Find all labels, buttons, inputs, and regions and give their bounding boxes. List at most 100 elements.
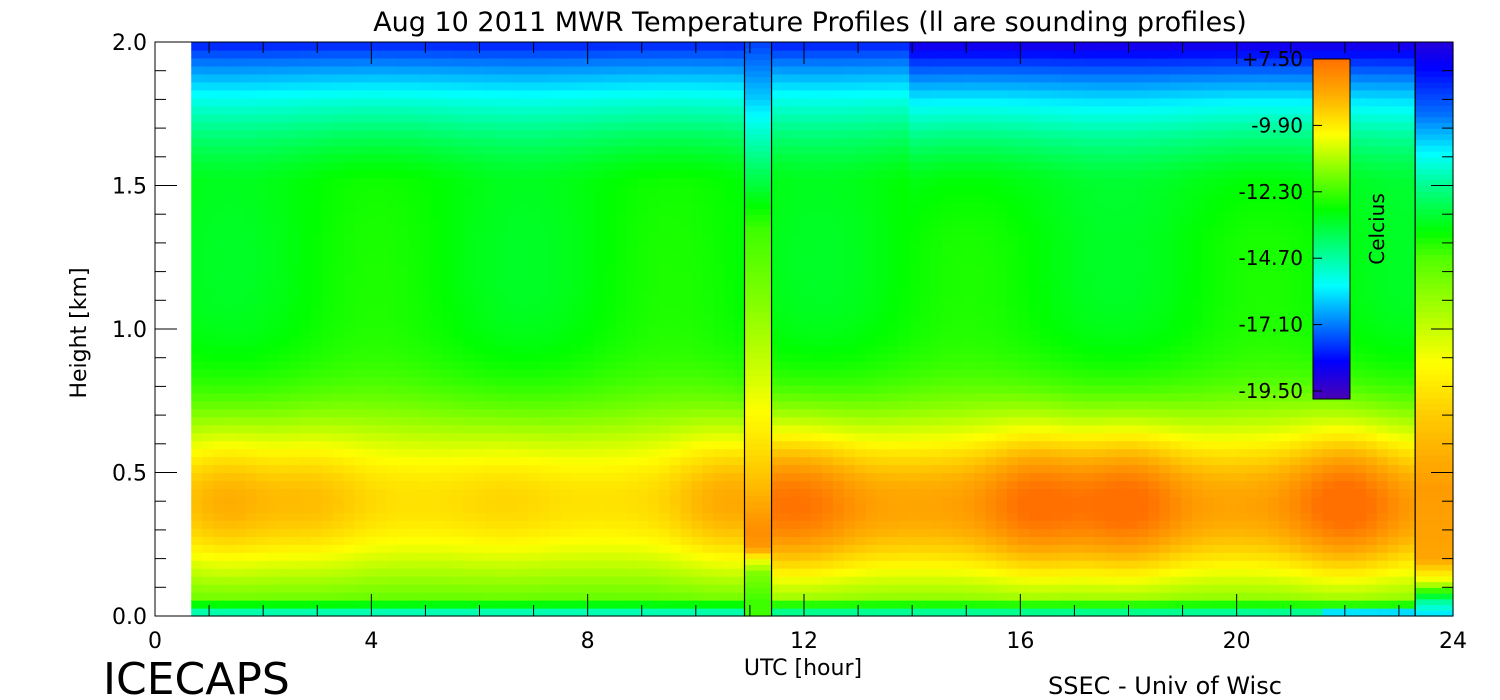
heatmap-cell <box>506 217 519 226</box>
heatmap-cell <box>626 145 638 155</box>
heatmap-cell <box>397 129 410 139</box>
heatmap-cell <box>506 201 519 211</box>
heatmap-cell <box>528 440 540 450</box>
heatmap-cell <box>920 536 932 545</box>
heatmap-cell <box>669 520 682 529</box>
heatmap-cell <box>854 321 867 330</box>
heatmap-cell <box>713 456 725 466</box>
heatmap-cell <box>408 384 421 394</box>
heatmap-cell <box>539 496 551 505</box>
heatmap-cell <box>800 265 812 274</box>
heatmap-cell <box>887 472 899 482</box>
heatmap-cell <box>930 384 943 394</box>
heatmap-cell <box>289 97 301 107</box>
heatmap-cell <box>397 169 410 179</box>
heatmap-cell <box>300 265 312 274</box>
heatmap-cell <box>343 73 355 83</box>
heatmap-cell <box>256 241 268 250</box>
heatmap-cell <box>517 249 530 258</box>
heatmap-cell <box>528 608 540 617</box>
heatmap-cell <box>343 384 355 394</box>
heatmap-cell <box>397 336 410 346</box>
heatmap-cell <box>354 329 366 338</box>
heatmap-cell <box>484 592 497 601</box>
heatmap-cell <box>811 552 823 561</box>
heatmap-cell <box>343 568 355 577</box>
heatmap-cell <box>376 504 388 513</box>
heatmap-cell <box>267 384 279 394</box>
heatmap-cell <box>865 560 878 569</box>
heatmap-cell <box>474 448 486 458</box>
heatmap-cell <box>278 161 290 171</box>
heatmap-cell <box>223 201 236 211</box>
heatmap-cell <box>343 544 355 553</box>
heatmap-cell <box>343 608 355 617</box>
heatmap-cell <box>191 352 203 362</box>
heatmap-cell <box>767 81 780 91</box>
heatmap-cell <box>941 608 954 617</box>
heatmap-cell <box>484 336 497 346</box>
heatmap-cell <box>202 520 214 529</box>
heatmap-cell <box>920 233 932 242</box>
heatmap-cell <box>778 177 791 187</box>
heatmap-cell <box>789 504 801 513</box>
heatmap-cell <box>789 289 801 298</box>
heatmap-cell <box>332 392 345 402</box>
heatmap-cell <box>419 65 432 75</box>
heatmap-cell <box>387 400 399 410</box>
heatmap-cell <box>930 448 943 458</box>
heatmap-cell <box>528 313 540 322</box>
heatmap-cell <box>430 305 443 314</box>
heatmap-cell <box>495 488 508 498</box>
heatmap-cell <box>669 416 682 426</box>
heatmap-cell <box>843 584 856 593</box>
heatmap-cell <box>343 289 355 298</box>
heatmap-cell <box>669 400 682 410</box>
heatmap-cell <box>234 225 247 234</box>
heatmap-cell <box>615 400 627 410</box>
heatmap-cell <box>506 65 519 75</box>
heatmap-cell <box>506 73 519 83</box>
heatmap-cell <box>680 225 693 234</box>
heatmap-cell <box>724 321 736 330</box>
heatmap-cell <box>310 241 323 250</box>
heatmap-cell <box>615 496 627 505</box>
heatmap-cell <box>778 384 791 394</box>
heatmap-cell <box>833 504 845 513</box>
heatmap-cell <box>898 544 910 553</box>
heatmap-cell <box>267 592 279 601</box>
heatmap-cell <box>245 336 258 346</box>
heatmap-cell <box>941 520 954 529</box>
heatmap-cell <box>876 281 888 290</box>
heatmap-cell <box>789 329 801 338</box>
heatmap-cell <box>354 528 366 537</box>
heatmap-cell <box>300 329 312 338</box>
heatmap-cell <box>811 456 823 466</box>
heatmap-cell <box>376 42 388 51</box>
heatmap-cell <box>343 408 355 418</box>
heatmap-cell <box>658 408 671 418</box>
heatmap-cell <box>680 161 693 171</box>
heatmap-cell <box>778 608 791 617</box>
heatmap-cell <box>898 360 910 370</box>
heatmap-cell <box>212 57 225 67</box>
heatmap-cell <box>212 520 225 529</box>
heatmap-cell <box>593 209 606 218</box>
heatmap-cell <box>430 344 443 354</box>
heatmap-cell <box>800 233 812 242</box>
heatmap-cell <box>528 89 540 99</box>
heatmap-cell <box>387 472 399 482</box>
heatmap-cell <box>561 73 573 83</box>
heatmap-cell <box>767 225 780 234</box>
heatmap-cell <box>669 161 682 171</box>
heatmap-cell <box>278 584 290 593</box>
heatmap-cell <box>865 169 878 179</box>
heatmap-cell <box>615 384 627 394</box>
heatmap-cell <box>343 592 355 601</box>
heatmap-cell <box>800 496 812 505</box>
heatmap-cell <box>550 552 562 561</box>
heatmap-cell <box>909 273 921 282</box>
heatmap-cell <box>724 225 736 234</box>
heatmap-cell <box>289 209 301 218</box>
heatmap-cell <box>658 169 671 179</box>
